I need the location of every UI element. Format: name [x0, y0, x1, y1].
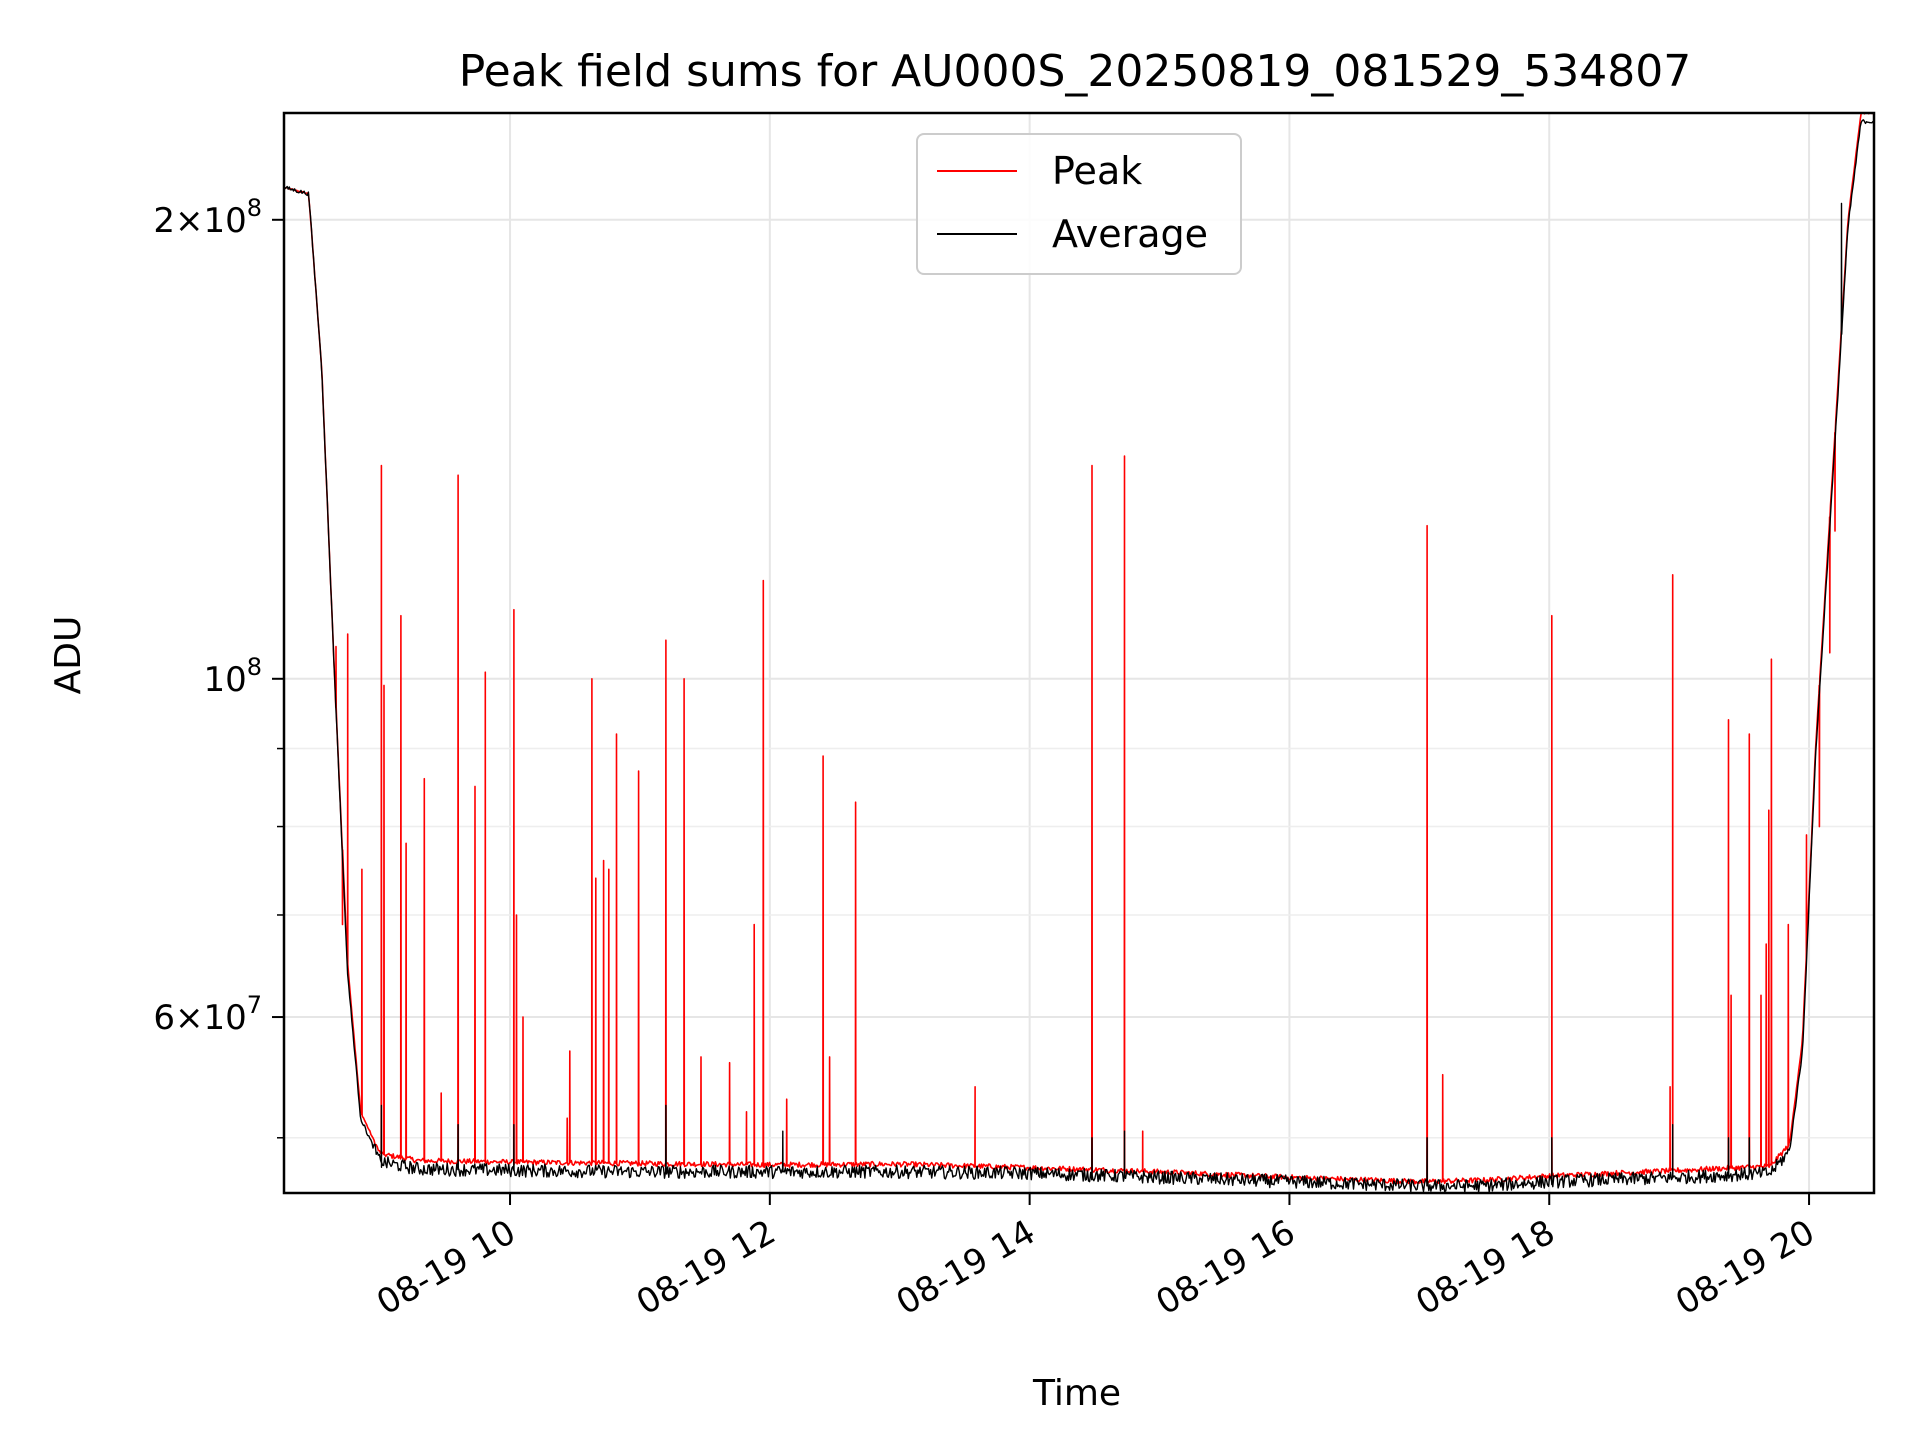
legend: Peak Average: [916, 133, 1242, 275]
chart-title: Peak field sums for AU000S_20250819_0815…: [459, 46, 1692, 97]
plot-frame: [282, 111, 1876, 1195]
x-axis-label: Time: [1032, 1373, 1121, 1414]
legend-label-peak: Peak: [1052, 149, 1142, 193]
legend-label-average: Average: [1052, 212, 1208, 256]
y-axis-label: ADU: [48, 616, 89, 695]
series-line-average: [284, 119, 1874, 1193]
series-line-peak: [284, 113, 1874, 1185]
y-tick-label: 2×108: [153, 194, 262, 241]
grid: [284, 113, 1874, 1193]
y-tick-label: 108: [203, 653, 262, 700]
y-tick-label: 6×107: [153, 991, 262, 1038]
plot-series: [284, 113, 1874, 1193]
legend-box: [916, 133, 1242, 275]
